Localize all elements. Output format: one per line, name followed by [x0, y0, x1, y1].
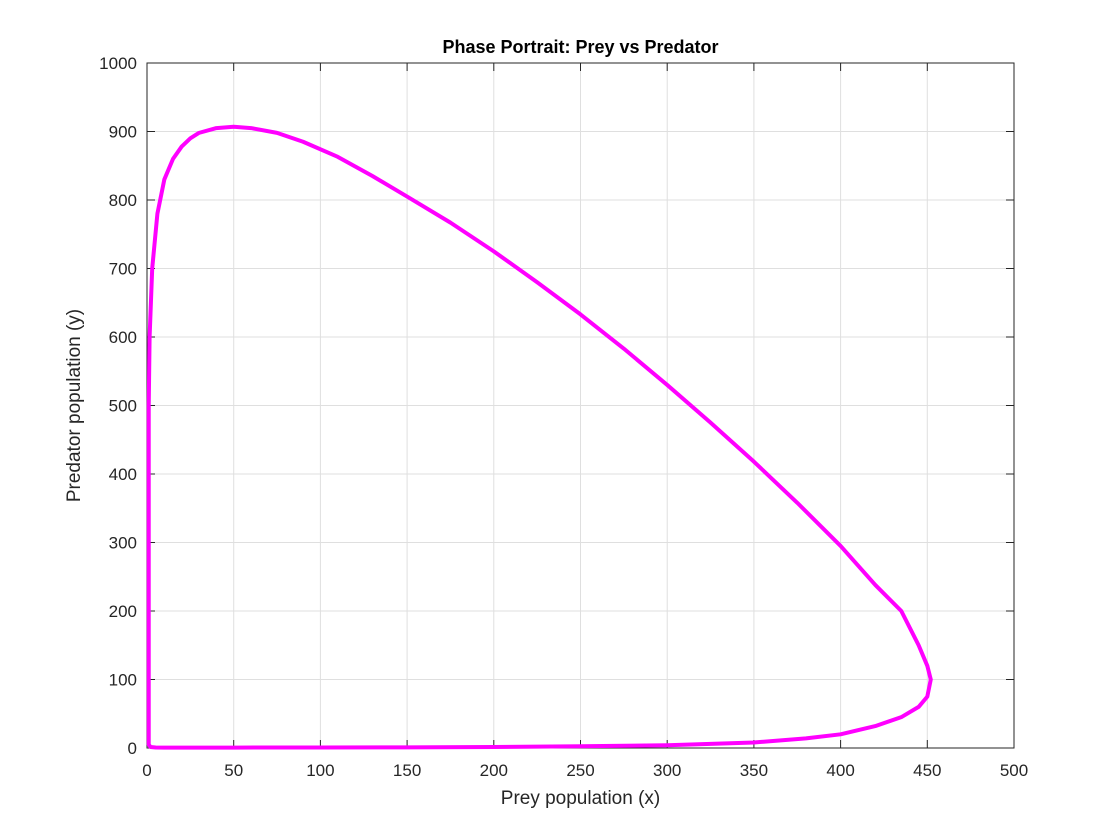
x-tick-label: 50 — [224, 761, 243, 780]
chart-title: Phase Portrait: Prey vs Predator — [442, 37, 718, 57]
x-tick-label: 0 — [142, 761, 151, 780]
x-tick-label: 300 — [653, 761, 681, 780]
y-tick-label: 700 — [109, 260, 137, 279]
x-axis-label: Prey population (x) — [501, 788, 660, 809]
y-tick-label: 400 — [109, 465, 137, 484]
y-tick-label: 600 — [109, 328, 137, 347]
y-tick-label: 500 — [109, 397, 137, 416]
trajectory-line — [146, 124, 933, 750]
x-tick-labels: 0 50 100 150 200 250 300 350 400 450 500 — [142, 761, 1028, 780]
y-tick-label: 100 — [109, 671, 137, 690]
y-tick-label: 800 — [109, 191, 137, 210]
x-tick-label: 150 — [393, 761, 421, 780]
y-tick-label: 0 — [128, 739, 137, 758]
x-tick-label: 400 — [826, 761, 854, 780]
x-tick-label: 500 — [1000, 761, 1028, 780]
y-tick-labels: 0 100 200 300 400 500 600 700 800 900 1000 — [99, 54, 137, 758]
y-axis-label: Predator population (y) — [64, 309, 85, 502]
x-tick-label: 250 — [566, 761, 594, 780]
x-tick-label: 100 — [306, 761, 334, 780]
grid — [146, 62, 1015, 749]
x-tick-label: 450 — [913, 761, 941, 780]
y-tick-label: 900 — [109, 123, 137, 142]
y-tick-label: 1000 — [99, 54, 137, 73]
x-tick-label: 200 — [480, 761, 508, 780]
y-tick-label: 300 — [109, 534, 137, 553]
x-tick-label: 350 — [740, 761, 768, 780]
y-tick-label: 200 — [109, 602, 137, 621]
